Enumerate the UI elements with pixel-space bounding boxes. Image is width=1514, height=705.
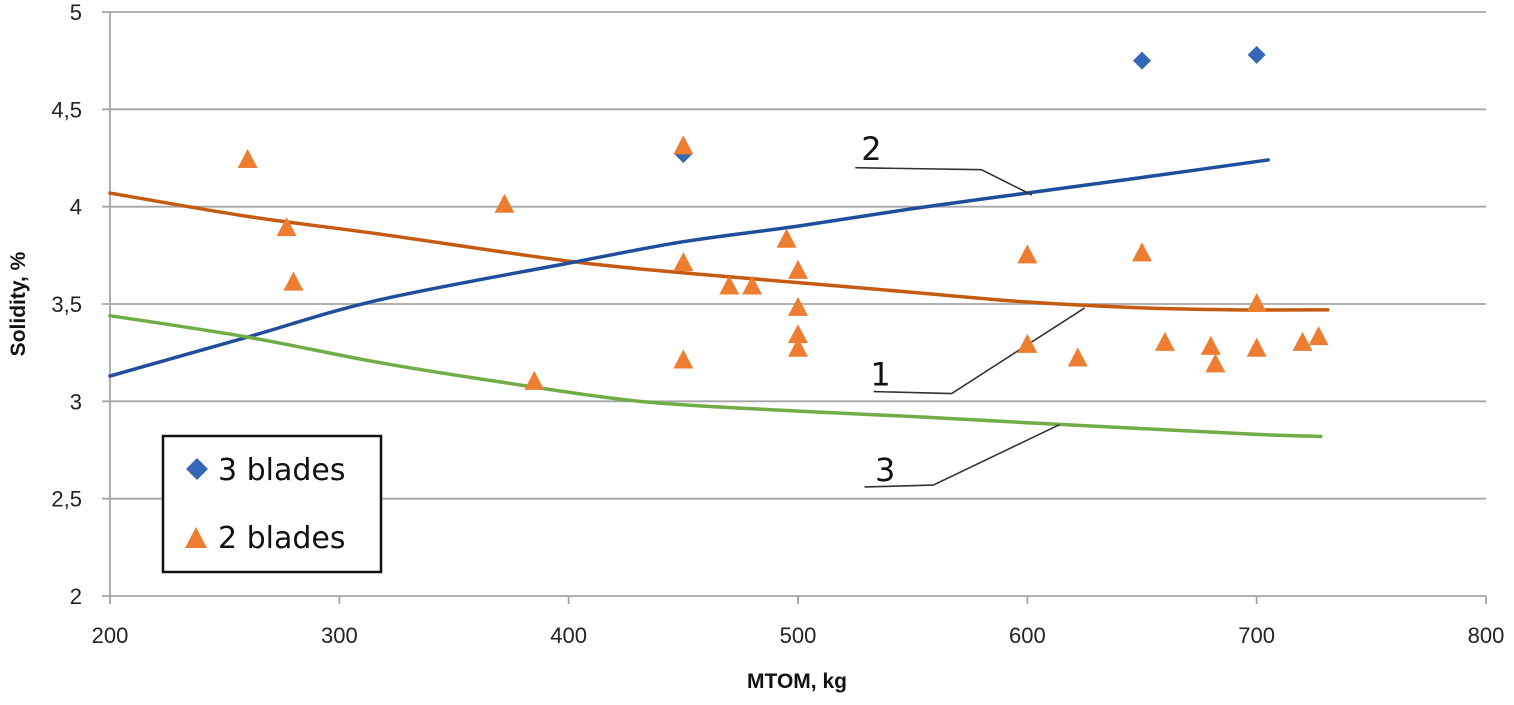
x-tick-label: 700 [1238,623,1275,648]
y-tick-label: 2,5 [51,487,82,512]
data-point-2-blades [1292,331,1313,351]
x-tick-label: 200 [92,623,129,648]
y-tick-label: 3 [70,389,82,414]
data-point-2-blades [673,252,694,272]
y-tick-label: 3,5 [51,292,82,317]
legend-label-2-blades: 2 blades [218,521,346,556]
leader-line-1 [873,307,1086,395]
data-point-2-blades [1017,244,1038,264]
legend-label-3-blades: 3 blades [218,453,346,488]
data-point-2-blades [1132,242,1152,262]
curve-label-2: 2 [861,130,881,168]
data-point-2-blades [276,217,297,237]
y-tick-labels: 2 2,5 3 3,5 4 4,5 5 [51,0,82,609]
data-point-2-blades [788,337,808,357]
diamond-marker-icon [186,458,208,480]
data-point-2-blades [1017,333,1038,353]
curve-annotations: 2 1 3 [855,130,1086,489]
data-point-2-blades [283,271,304,291]
leader-line-2 [855,166,1033,196]
x-tick-label: 500 [780,623,817,648]
data-point-2-blades [742,275,763,295]
data-point-2-blades [1200,335,1221,355]
data-point-2-blades [788,324,808,344]
data-point-2-blades [237,148,258,168]
legend: 3 blades 2 blades [161,434,383,574]
data-point-2-blades [788,259,808,279]
legend-item-3-blades: 3 blades [186,453,346,488]
data-point-2-blades [1067,347,1088,367]
x-tick-label: 400 [550,623,587,648]
data-point-2-blades [494,193,515,213]
data-point-2-blades [1154,331,1175,351]
leader-line-3 [864,423,1060,488]
x-tick-labels: 200 300 400 500 600 700 800 [92,623,1505,648]
data-point-2-blades [719,275,740,295]
y-axis-title: Solidity, % [7,251,30,356]
data-point-2-blades [1246,293,1267,312]
data-point-3-blades [1133,51,1151,70]
data-point-2-blades [673,349,694,369]
trend-curve-3 [108,313,1323,439]
curve-label-3: 3 [875,451,895,489]
curve-label-1: 1 [870,356,890,394]
data-point-2-blades [1246,337,1267,357]
x-axis-title: MTOM, kg [747,670,847,693]
y-tick-label: 4 [70,195,82,220]
trend-curves [108,158,1330,439]
data-points [237,45,1329,390]
trend-curve-1 [108,191,1330,312]
data-point-2-blades [1308,326,1329,346]
data-point-3-blades [1247,45,1266,64]
trend-curve-2 [108,158,1270,378]
data-point-2-blades [673,135,694,155]
data-point-2-blades [788,296,808,316]
legend-item-2-blades: 2 blades [185,521,346,556]
axes [109,12,1487,604]
x-tick-label: 300 [321,623,358,648]
triangle-marker-icon [185,527,207,548]
y-tick-label: 4,5 [51,97,82,122]
x-tick-label: 600 [1009,623,1046,648]
data-point-2-blades [776,228,797,248]
data-point-2-blades [524,370,545,390]
data-point-2-blades [1205,353,1226,373]
x-tick-label: 800 [1468,623,1505,648]
y-tick-label: 2 [70,584,82,609]
y-tick-label: 5 [70,0,82,25]
legend-box [161,434,383,574]
